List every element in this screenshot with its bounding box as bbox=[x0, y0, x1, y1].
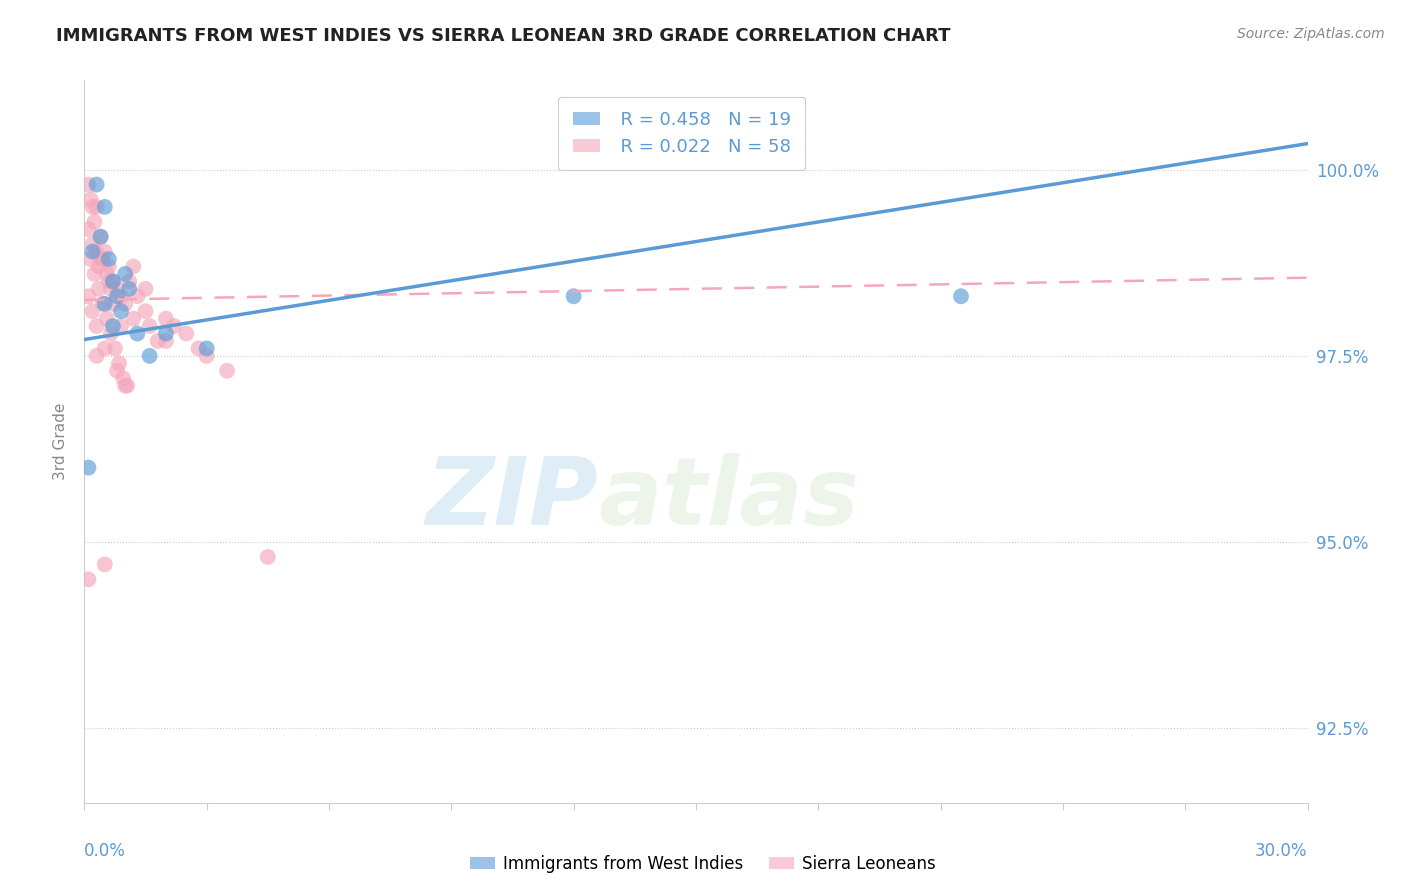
Point bbox=[104, 342, 127, 356]
Point bbox=[93, 200, 115, 214]
Point bbox=[146, 334, 169, 348]
Point bbox=[82, 244, 104, 259]
Point bbox=[135, 304, 157, 318]
Point bbox=[195, 349, 218, 363]
Point bbox=[77, 222, 100, 236]
Point bbox=[174, 326, 197, 341]
Point bbox=[257, 549, 280, 564]
Point bbox=[105, 364, 128, 378]
Point bbox=[217, 364, 239, 378]
Point bbox=[83, 267, 105, 281]
Point bbox=[90, 229, 112, 244]
Point bbox=[82, 200, 104, 214]
Point bbox=[93, 558, 115, 572]
Point bbox=[155, 311, 177, 326]
Point bbox=[86, 200, 108, 214]
Text: 0.0%: 0.0% bbox=[84, 842, 127, 860]
Point bbox=[97, 260, 120, 274]
Point bbox=[187, 342, 209, 356]
Point bbox=[118, 282, 141, 296]
Point bbox=[82, 304, 104, 318]
Point bbox=[96, 267, 118, 281]
Point bbox=[79, 252, 101, 266]
Point bbox=[110, 289, 132, 303]
Point bbox=[100, 326, 122, 341]
Point bbox=[77, 572, 100, 586]
Point bbox=[93, 244, 115, 259]
Point bbox=[115, 378, 138, 392]
Point bbox=[105, 282, 128, 296]
Point bbox=[562, 289, 585, 303]
Point bbox=[114, 267, 136, 281]
Point bbox=[77, 460, 100, 475]
Point bbox=[127, 326, 149, 341]
Point bbox=[110, 319, 132, 334]
Y-axis label: 3rd Grade: 3rd Grade bbox=[53, 403, 69, 480]
Point bbox=[122, 311, 145, 326]
Point bbox=[110, 304, 132, 318]
Point bbox=[91, 252, 114, 266]
Point bbox=[155, 334, 177, 348]
Point bbox=[100, 282, 122, 296]
Point bbox=[82, 237, 104, 252]
Point bbox=[97, 252, 120, 266]
Point bbox=[87, 282, 110, 296]
Point bbox=[91, 297, 114, 311]
Point bbox=[79, 193, 101, 207]
Text: 30.0%: 30.0% bbox=[1256, 842, 1308, 860]
Point bbox=[90, 252, 112, 266]
Legend: Immigrants from West Indies, Sierra Leoneans: Immigrants from West Indies, Sierra Leon… bbox=[464, 848, 942, 880]
Point bbox=[105, 289, 128, 303]
Point bbox=[135, 282, 157, 296]
Point bbox=[77, 289, 100, 303]
Point bbox=[86, 349, 108, 363]
Point bbox=[101, 297, 124, 311]
Point bbox=[86, 319, 108, 334]
Text: ZIP: ZIP bbox=[425, 453, 598, 545]
Text: IMMIGRANTS FROM WEST INDIES VS SIERRA LEONEAN 3RD GRADE CORRELATION CHART: IMMIGRANTS FROM WEST INDIES VS SIERRA LE… bbox=[56, 27, 950, 45]
Point bbox=[101, 319, 124, 334]
Point bbox=[127, 289, 149, 303]
Point bbox=[950, 289, 973, 303]
Point bbox=[122, 260, 145, 274]
Point bbox=[163, 319, 186, 334]
Point bbox=[195, 342, 218, 356]
Point bbox=[108, 356, 131, 370]
Point bbox=[86, 178, 108, 192]
Point bbox=[138, 349, 160, 363]
Point bbox=[101, 274, 124, 288]
Legend:   R = 0.458   N = 19,   R = 0.022   N = 58: R = 0.458 N = 19, R = 0.022 N = 58 bbox=[558, 96, 806, 170]
Point bbox=[93, 297, 115, 311]
Point bbox=[97, 274, 120, 288]
Point bbox=[83, 215, 105, 229]
Point bbox=[77, 178, 100, 192]
Point bbox=[118, 274, 141, 288]
Point bbox=[101, 274, 124, 288]
Point bbox=[112, 371, 135, 385]
Point bbox=[87, 260, 110, 274]
Text: Source: ZipAtlas.com: Source: ZipAtlas.com bbox=[1237, 27, 1385, 41]
Point bbox=[90, 229, 112, 244]
Text: atlas: atlas bbox=[598, 453, 859, 545]
Point bbox=[155, 326, 177, 341]
Point bbox=[114, 297, 136, 311]
Point bbox=[96, 311, 118, 326]
Point bbox=[114, 378, 136, 392]
Point bbox=[93, 342, 115, 356]
Point bbox=[138, 319, 160, 334]
Point bbox=[86, 244, 108, 259]
